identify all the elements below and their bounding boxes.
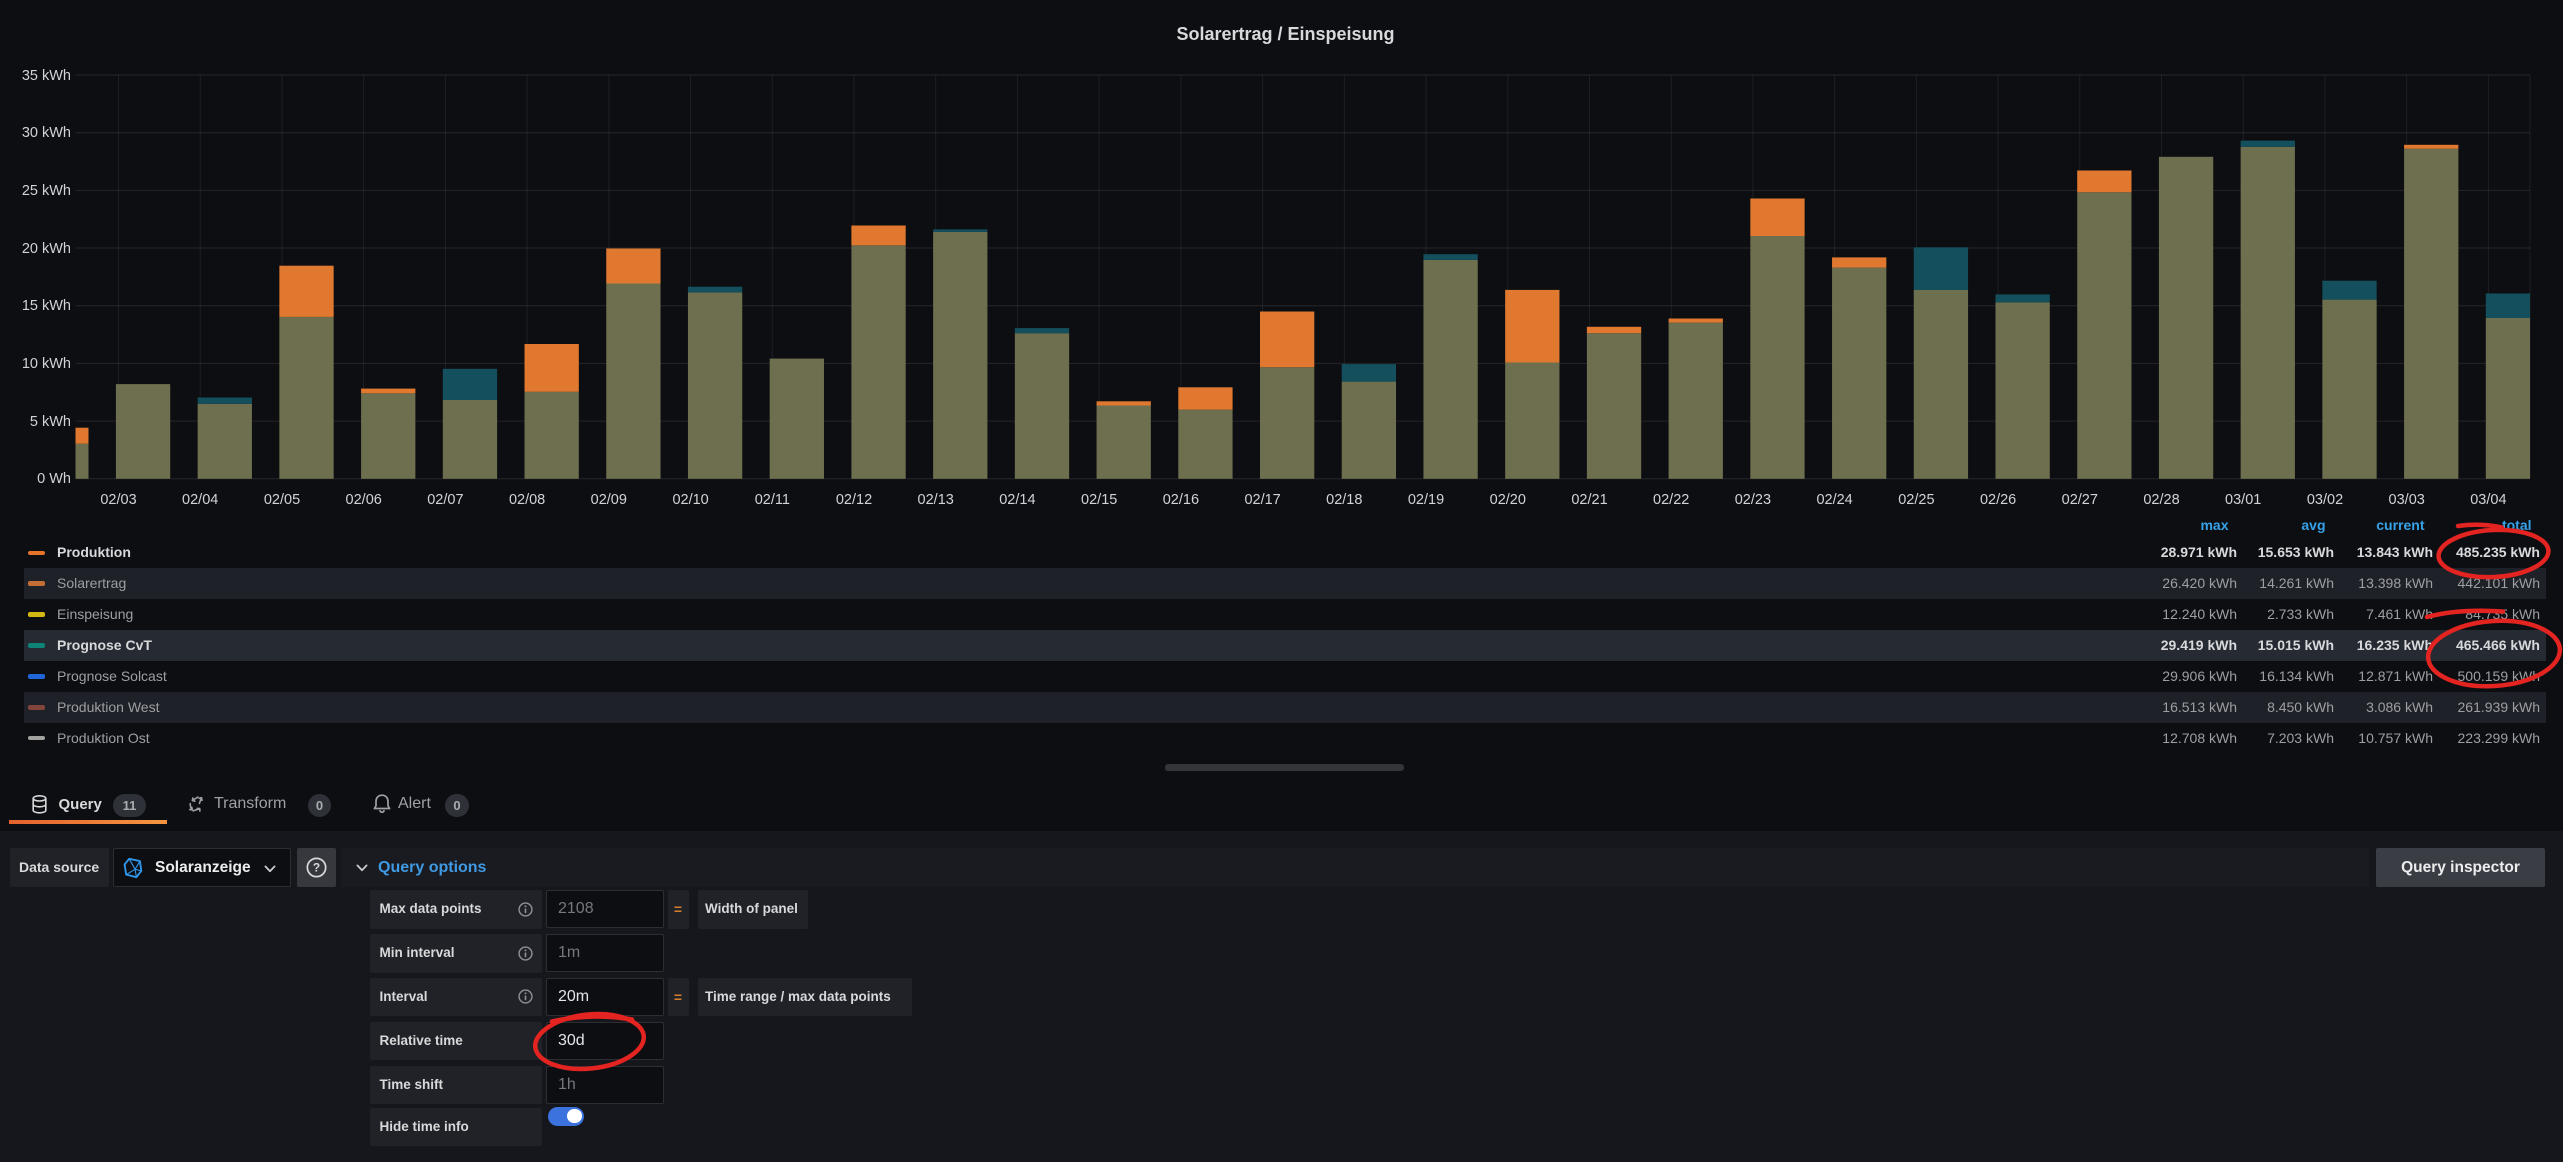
svg-text:?: ? [313, 861, 320, 875]
